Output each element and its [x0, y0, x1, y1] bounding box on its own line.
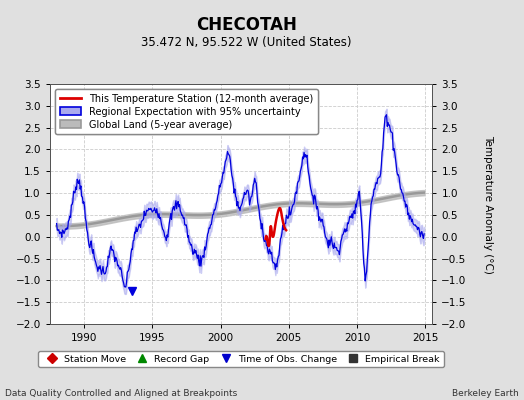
Y-axis label: Temperature Anomaly (°C): Temperature Anomaly (°C): [483, 134, 494, 274]
Legend: This Temperature Station (12-month average), Regional Expectation with 95% uncer: This Temperature Station (12-month avera…: [54, 89, 318, 134]
Text: 35.472 N, 95.522 W (United States): 35.472 N, 95.522 W (United States): [141, 36, 352, 49]
Text: Berkeley Earth: Berkeley Earth: [452, 389, 519, 398]
Text: Data Quality Controlled and Aligned at Breakpoints: Data Quality Controlled and Aligned at B…: [5, 389, 237, 398]
Text: CHECOTAH: CHECOTAH: [196, 16, 297, 34]
Legend: Station Move, Record Gap, Time of Obs. Change, Empirical Break: Station Move, Record Gap, Time of Obs. C…: [38, 351, 444, 367]
